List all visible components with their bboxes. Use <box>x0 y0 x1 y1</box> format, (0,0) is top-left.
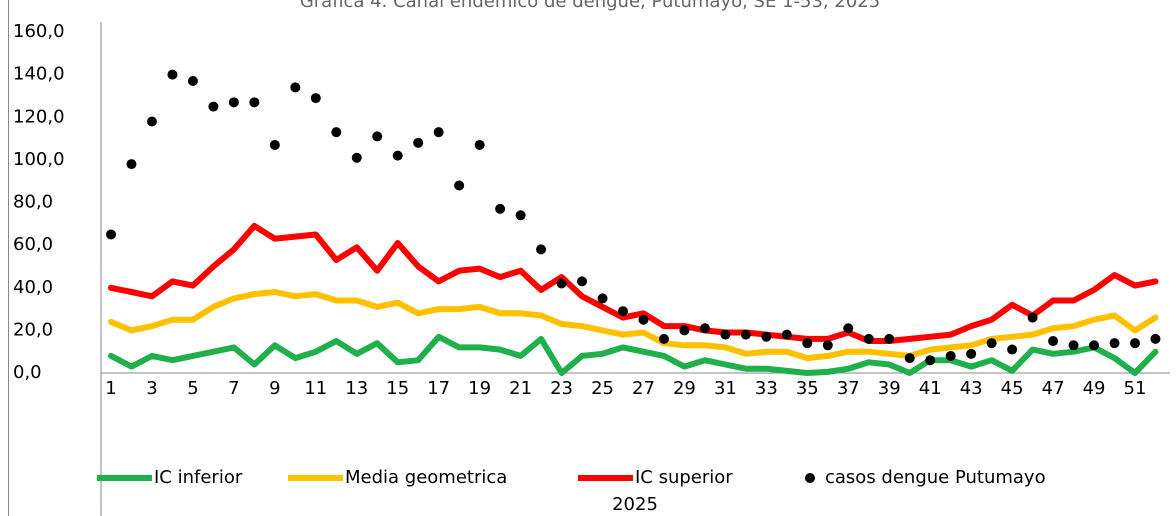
data-point <box>781 329 792 340</box>
data-point <box>597 293 608 304</box>
x-tick-label: 47 <box>1042 378 1065 399</box>
data-point <box>536 244 547 255</box>
data-point <box>966 348 977 359</box>
data-point <box>269 139 280 150</box>
x-tick-label: 51 <box>1124 378 1147 399</box>
data-point <box>986 338 997 349</box>
data-point <box>1130 338 1140 349</box>
data-point <box>106 229 116 240</box>
data-point <box>904 353 915 364</box>
data-point <box>658 333 669 344</box>
series-line <box>108 289 1159 362</box>
x-tick-label: 31 <box>714 378 737 399</box>
data-point <box>310 93 321 104</box>
x-axis-label: 2025 <box>612 494 658 515</box>
data-point <box>618 306 628 317</box>
data-point <box>740 329 751 340</box>
x-tick-label: 29 <box>673 378 696 399</box>
data-point <box>495 203 506 214</box>
data-point <box>1089 340 1100 351</box>
x-tick-label: 13 <box>345 378 368 399</box>
data-point <box>515 210 526 221</box>
data-point <box>1150 333 1161 344</box>
data-point <box>433 127 444 138</box>
x-tick-label: 39 <box>878 378 901 399</box>
data-point <box>454 180 465 191</box>
legend-label: Media geometrica <box>345 467 507 488</box>
data-point <box>863 333 874 344</box>
x-tick-label: 1 <box>105 378 116 399</box>
chart-title: Gráfica 4. Canal endémico de dengue, Put… <box>300 0 880 12</box>
series-line <box>108 222 1159 344</box>
legend-label: IC superior <box>635 467 733 488</box>
data-point <box>1027 312 1038 323</box>
x-tick-label: 9 <box>269 378 280 399</box>
data-point <box>638 314 649 325</box>
data-point <box>290 82 301 93</box>
x-tick-label: 41 <box>919 378 942 399</box>
data-point <box>474 139 485 150</box>
x-tick-label: 49 <box>1083 378 1106 399</box>
x-tick-label: 33 <box>755 378 778 399</box>
legend-label: casos dengue Putumayo <box>825 467 1046 488</box>
data-point <box>208 101 219 112</box>
x-tick-label: 21 <box>509 378 532 399</box>
x-tick-label: 17 <box>427 378 450 399</box>
y-tick-label: 20,0 <box>13 319 53 340</box>
data-point <box>1068 340 1079 351</box>
data-point <box>167 69 178 80</box>
data-point <box>884 333 895 344</box>
data-point <box>228 97 239 108</box>
data-point <box>1109 338 1120 349</box>
data-point <box>699 323 710 334</box>
x-tick-label: 11 <box>304 378 327 399</box>
y-tick-label: 60,0 <box>13 234 53 255</box>
legend-marker <box>805 473 815 483</box>
y-tick-label: 0,0 <box>13 362 42 383</box>
x-tick-label: 19 <box>468 378 491 399</box>
x-tick-label: 25 <box>591 378 614 399</box>
data-point <box>822 340 833 351</box>
data-point <box>351 152 362 163</box>
data-point <box>925 355 936 366</box>
y-tick-label: 40,0 <box>13 277 53 298</box>
data-point <box>945 350 956 361</box>
data-point <box>372 131 383 142</box>
x-tick-label: 15 <box>386 378 409 399</box>
x-tick-label: 5 <box>187 378 198 399</box>
data-point <box>577 276 588 287</box>
x-tick-label: 3 <box>146 378 157 399</box>
legend-label: IC inferior <box>154 467 243 488</box>
y-tick-label: 160,0 <box>13 21 65 42</box>
x-tick-label: 35 <box>796 378 819 399</box>
data-point <box>413 137 424 148</box>
data-point <box>720 329 731 340</box>
y-tick-label: 140,0 <box>13 64 65 85</box>
data-point <box>126 159 137 170</box>
x-tick-label: 27 <box>632 378 655 399</box>
y-tick-label: 120,0 <box>13 106 65 127</box>
x-tick-label: 43 <box>960 378 983 399</box>
data-point <box>761 331 772 342</box>
data-point <box>249 97 260 108</box>
x-tick-label: 23 <box>550 378 573 399</box>
data-point <box>1007 344 1018 355</box>
data-point <box>556 278 567 289</box>
data-point <box>187 76 198 87</box>
data-point <box>331 127 342 138</box>
data-point <box>1048 336 1059 347</box>
data-point <box>843 323 854 334</box>
data-point <box>146 116 157 127</box>
chart-border <box>8 0 1176 516</box>
data-point <box>679 325 690 336</box>
y-tick-label: 100,0 <box>13 149 65 170</box>
x-tick-label: 45 <box>1001 378 1024 399</box>
series-line <box>108 333 1159 376</box>
x-tick-label: 7 <box>228 378 239 399</box>
y-tick-label: 80,0 <box>13 192 53 213</box>
data-point <box>802 338 813 349</box>
x-tick-label: 37 <box>837 378 860 399</box>
data-point <box>392 150 403 161</box>
